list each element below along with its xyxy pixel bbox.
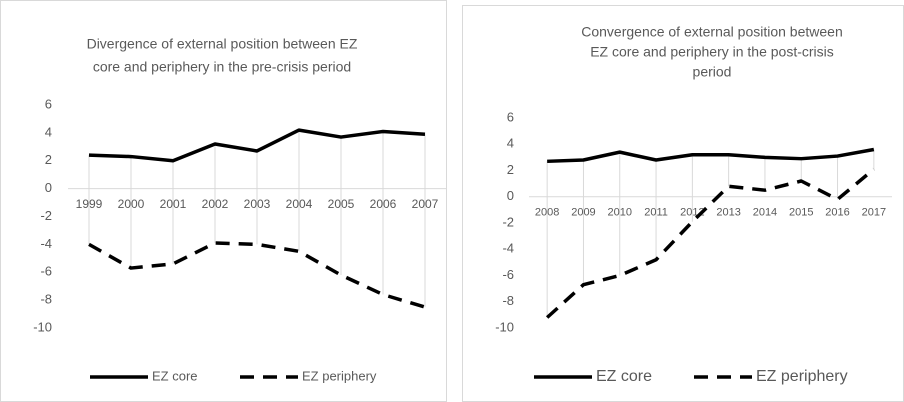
x-tick-label: 1999: [76, 197, 103, 211]
x-tick-label: 2001: [160, 197, 187, 211]
series-line: [545, 167, 875, 319]
chart-title: Convergence of external position between: [581, 24, 843, 40]
y-tick-label: -6: [40, 264, 52, 279]
y-tick-label: 2: [507, 162, 514, 177]
panel: [0, 0, 447, 402]
legend-label: EZ core: [152, 368, 198, 383]
y-tick-label: -2: [502, 214, 514, 229]
x-tick-label: 2003: [244, 197, 271, 211]
y-tick-label: -4: [502, 241, 514, 256]
y-tick-label: -6: [502, 267, 514, 282]
chart-title: period: [693, 64, 732, 80]
chart-title: Divergence of external position between …: [87, 36, 358, 52]
x-tick-label: 2015: [789, 207, 813, 219]
y-tick-label: -8: [502, 293, 514, 308]
chart-title: EZ core and periphery in the post-crisis: [590, 44, 834, 60]
panel: [462, 5, 904, 402]
y-tick-label: -2: [40, 208, 52, 223]
series-line: [88, 128, 426, 163]
x-tick-label: 2002: [202, 197, 229, 211]
y-tick-label: -10: [33, 319, 52, 334]
y-tick-label: 6: [507, 109, 514, 124]
x-tick-label: 2006: [370, 197, 397, 211]
x-tick-label: 2004: [286, 197, 313, 211]
legend-label: EZ periphery: [302, 368, 377, 383]
series-line: [547, 147, 875, 164]
y-tick-label: -4: [40, 236, 52, 251]
x-tick-label: 2014: [753, 207, 777, 219]
x-tick-label: 2009: [571, 207, 595, 219]
x-tick-label: 2000: [118, 197, 145, 211]
y-tick-label: -8: [40, 292, 52, 307]
y-tick-label: -10: [495, 319, 514, 334]
series-line: [88, 241, 426, 309]
legend-label: EZ periphery: [756, 368, 848, 385]
x-tick-label: 2007: [412, 197, 439, 211]
y-tick-label: 0: [45, 180, 52, 195]
y-tick-label: 2: [45, 152, 52, 167]
y-tick-label: 4: [45, 124, 52, 139]
chart-title: core and periphery in the pre-crisis per…: [93, 59, 351, 75]
x-tick-label: 2017: [862, 207, 886, 219]
x-tick-label: 2011: [644, 207, 668, 219]
y-tick-label: 6: [45, 96, 52, 111]
x-tick-label: 2010: [608, 207, 632, 219]
legend-label: EZ core: [596, 368, 652, 385]
y-tick-label: 0: [507, 188, 514, 203]
x-tick-label: 2013: [716, 207, 740, 219]
x-tick-label: 2005: [328, 197, 355, 211]
y-tick-label: 4: [507, 136, 514, 151]
x-tick-label: 2008: [535, 207, 559, 219]
x-tick-label: 2016: [825, 207, 849, 219]
